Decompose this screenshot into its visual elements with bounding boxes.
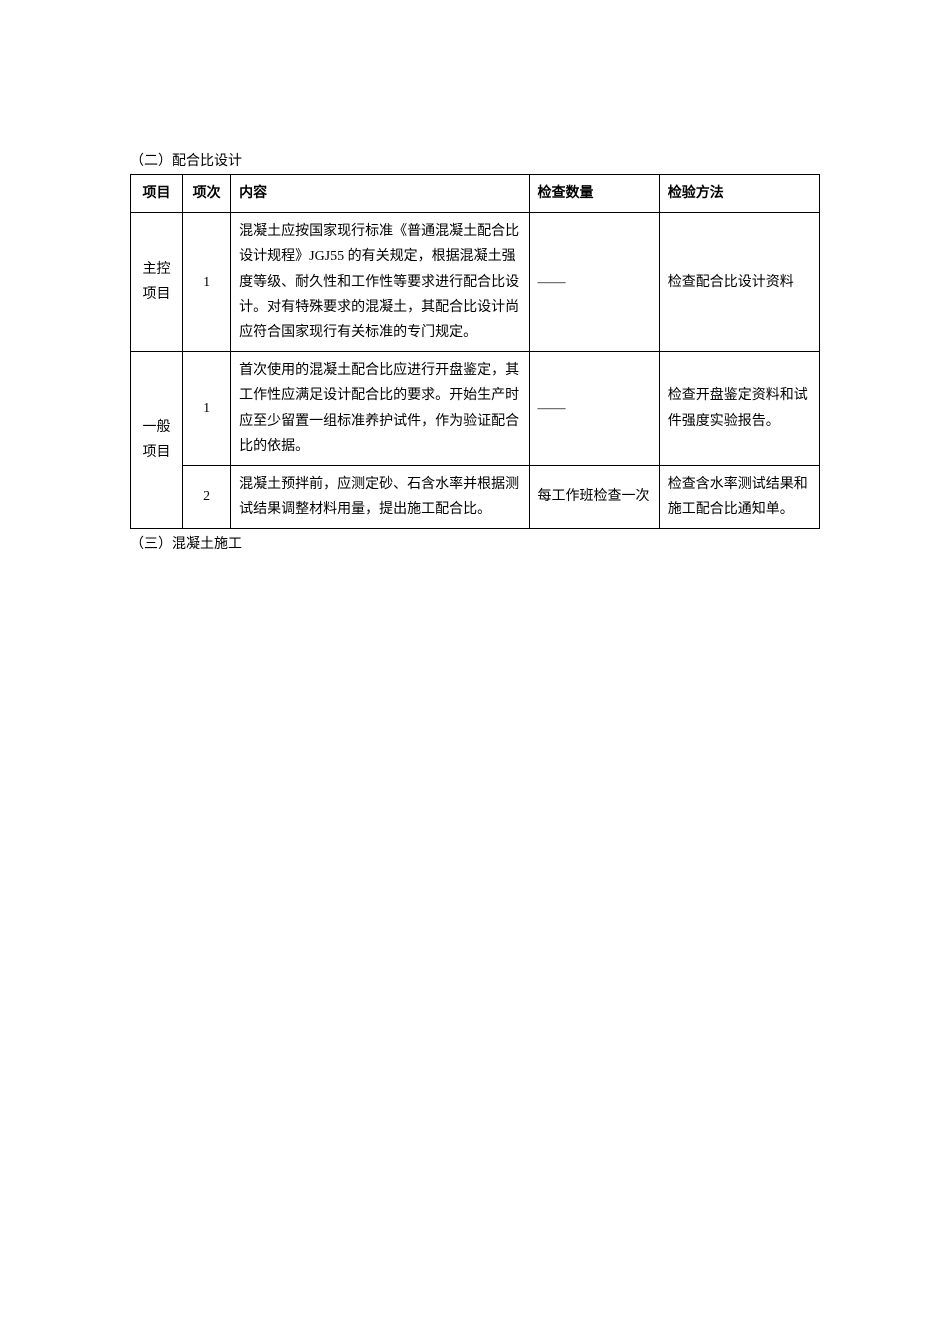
cell-method: 检查含水率测试结果和施工配合比通知单。 [659, 465, 819, 528]
cell-category: 一般项目 [131, 352, 183, 529]
cell-content: 首次使用的混凝土配合比应进行开盘鉴定，其工作性应满足设计配合比的要求。开始生产时… [231, 352, 529, 466]
cell-method: 检查配合比设计资料 [659, 213, 819, 352]
table-header-row: 项目 项次 内容 检查数量 检验方法 [131, 175, 820, 213]
cell-quantity: —— [529, 352, 659, 466]
footer-section-title: （三）混凝土施工 [130, 533, 820, 553]
table-row: 主控项目 1 混凝土应按国家现行标准《普通混凝土配合比设计规程》JGJ55 的有… [131, 213, 820, 352]
mix-design-table: 项目 项次 内容 检查数量 检验方法 主控项目 1 混凝土应按国家现行标准《普通… [130, 174, 820, 529]
header-content: 内容 [231, 175, 529, 213]
header-method: 检验方法 [659, 175, 819, 213]
header-quantity: 检查数量 [529, 175, 659, 213]
cell-number: 2 [183, 465, 231, 528]
cell-number: 1 [183, 213, 231, 352]
cell-quantity: 每工作班检查一次 [529, 465, 659, 528]
cell-content: 混凝土预拌前，应测定砂、石含水率并根据测试结果调整材料用量，提出施工配合比。 [231, 465, 529, 528]
cell-category: 主控项目 [131, 213, 183, 352]
header-category: 项目 [131, 175, 183, 213]
cell-method: 检查开盘鉴定资料和试件强度实验报告。 [659, 352, 819, 466]
cell-number: 1 [183, 352, 231, 466]
table-row: 2 混凝土预拌前，应测定砂、石含水率并根据测试结果调整材料用量，提出施工配合比。… [131, 465, 820, 528]
cell-content: 混凝土应按国家现行标准《普通混凝土配合比设计规程》JGJ55 的有关规定，根据混… [231, 213, 529, 352]
cell-quantity: —— [529, 213, 659, 352]
header-number: 项次 [183, 175, 231, 213]
table-row: 一般项目 1 首次使用的混凝土配合比应进行开盘鉴定，其工作性应满足设计配合比的要… [131, 352, 820, 466]
section-title: （二）配合比设计 [130, 150, 820, 170]
